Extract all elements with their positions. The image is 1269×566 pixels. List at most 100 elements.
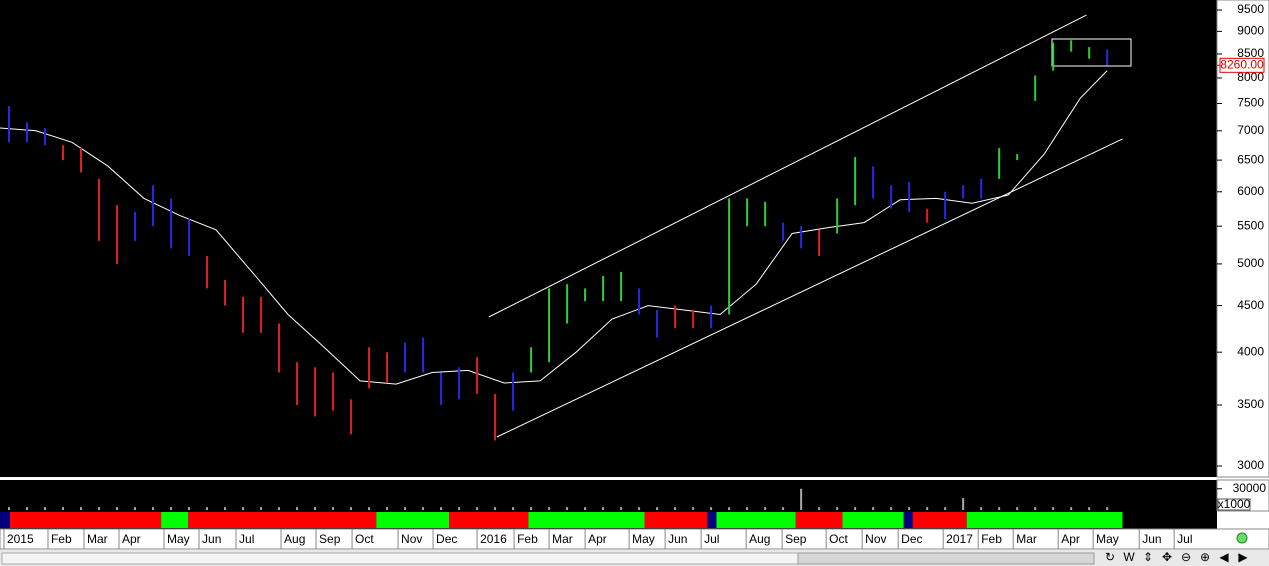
volume-bar [422,507,425,510]
x-tick-label: Jul [704,532,719,546]
volume-bar [80,507,83,510]
x-tick-label: Nov [401,532,422,546]
x-tick-label: Aug [749,532,770,546]
y-tick-label: 5500 [1237,218,1264,232]
volume-bar [854,507,857,510]
volume-bar [872,507,875,510]
volume-bar [602,507,605,510]
x-tick-label: Sep [319,532,341,546]
trend-segment [716,512,796,528]
volume-bar [584,507,587,510]
volume-unit-box [1217,498,1251,511]
volume-panel [0,480,1217,511]
y-tick-label: 4500 [1237,298,1264,312]
y-tick-label: 9500 [1237,2,1264,16]
scroll-thumb[interactable] [797,552,1095,565]
volume-bar [1106,507,1109,510]
x-tick-label: May [167,532,190,546]
volume-bar [962,497,965,510]
x-tick-label: Jun [1142,532,1161,546]
x-tick-label: Dec [436,532,457,546]
volume-bar [1070,507,1073,510]
volume-bar [44,507,47,510]
volume-tick-label: 30000 [1233,481,1267,495]
volume-bar [314,507,317,510]
volume-bar [530,507,533,510]
toolbar-button[interactable]: ▶ [1238,550,1248,564]
toolbar-button[interactable]: ⊖ [1181,550,1191,564]
toolbar-button[interactable]: W [1123,550,1135,564]
volume-bar [890,507,893,510]
y-tick-label: 3000 [1237,458,1264,472]
x-tick-label: 2017 [946,532,973,546]
volume-bar [188,507,191,510]
y-tick-label: 7500 [1237,96,1264,110]
volume-bar [98,507,101,510]
trend-segment [795,512,843,528]
volume-bar [728,507,731,510]
volume-bar [944,507,947,510]
trend-segment [644,512,708,528]
x-tick-label: Mar [87,532,108,546]
trend-segment [903,512,913,528]
x-tick-label: 2015 [7,532,34,546]
volume-bar [782,507,785,510]
volume-bar [332,507,335,510]
volume-bar [710,507,713,510]
x-tick-label: May [632,532,655,546]
volume-bar [62,507,65,510]
y-tick-label: 7000 [1237,123,1264,137]
trend-segment [707,512,717,528]
last-value-box [1219,57,1265,73]
trend-segment [9,512,162,528]
time-axis [0,528,1269,550]
volume-bar [8,507,11,510]
x-tick-label: Jul [239,532,254,546]
volume-bar [656,507,659,510]
volume-bar [404,507,407,510]
volume-bar [170,507,173,510]
x-tick-label: Feb [51,532,72,546]
volume-bar [764,507,767,510]
volume-bar [1088,507,1091,510]
volume-bar [296,507,299,510]
toolbar-button[interactable]: ✥ [1162,550,1172,564]
x-tick-label: Jul [1177,532,1192,546]
status-icon[interactable] [1236,532,1248,544]
volume-bar [494,507,497,510]
volume-bar [620,507,623,510]
volume-bar [134,507,137,510]
channel-line [496,138,1123,438]
x-tick-label: Apr [1061,532,1080,546]
volume-bar [1034,507,1037,510]
volume-bar [638,507,641,510]
last-value-label: 8260.00 [1220,57,1264,71]
volume-unit: x1000 [1218,497,1251,511]
trend-segment [376,512,450,528]
volume-bar [386,507,389,510]
volume-bar [260,507,263,510]
toolbar-button[interactable]: ↻ [1105,550,1115,564]
trend-segment [912,512,967,528]
volume-bar [818,507,821,510]
toolbar-button[interactable]: ⊕ [1200,550,1210,564]
y-tick-label: 6000 [1237,184,1264,198]
x-tick-label: Jun [668,532,687,546]
x-tick-label: Oct [829,532,848,546]
x-tick-label: Nov [865,532,886,546]
toolbar-button[interactable]: ◀ [1219,550,1229,564]
volume-bar [926,507,929,510]
x-tick-label: Mar [552,532,573,546]
price-panel [0,0,1217,477]
volume-bar [548,507,551,510]
y-tick-label: 4000 [1237,344,1264,358]
x-tick-label: Apr [122,532,141,546]
highlight-box [1051,38,1132,67]
x-tick-label: Dec [901,532,922,546]
toolbar-button[interactable]: ⇕ [1143,550,1153,564]
volume-bar [476,507,479,510]
y-tick-label: 3500 [1237,397,1264,411]
trend-segment [842,512,904,528]
x-tick-label: May [1096,532,1119,546]
